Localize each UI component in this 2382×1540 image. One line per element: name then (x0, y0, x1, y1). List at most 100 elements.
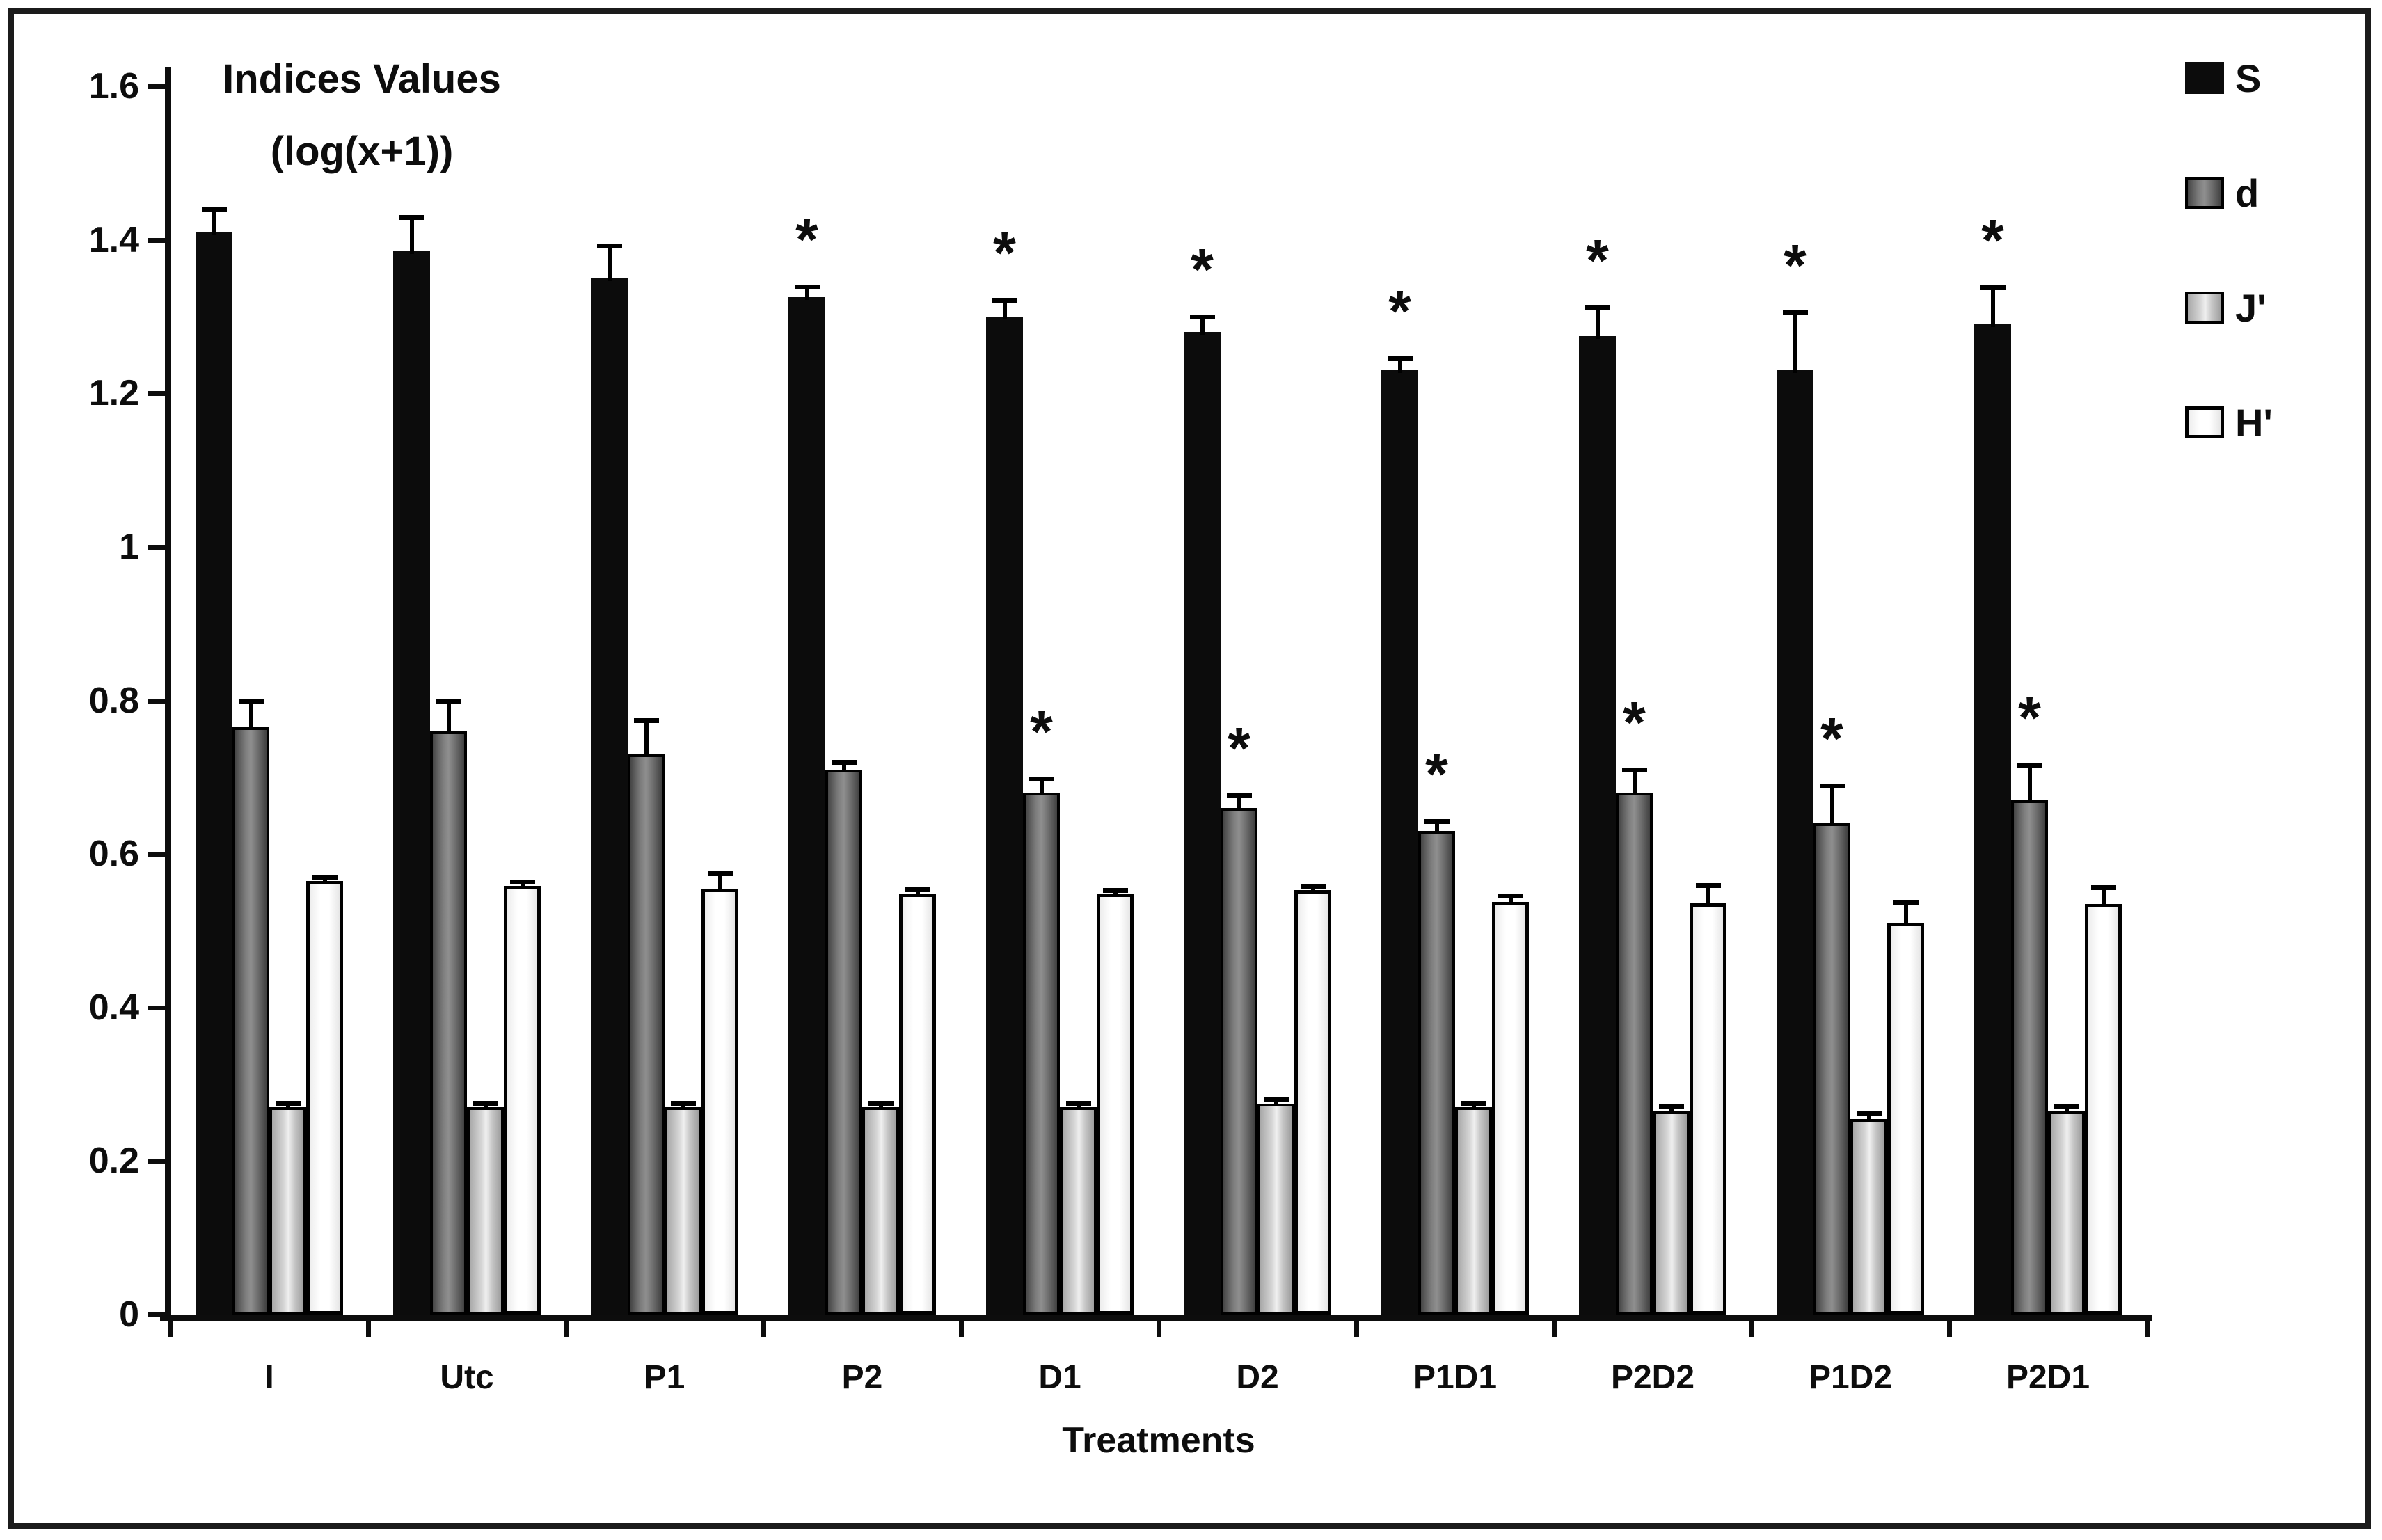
error-bar-stem (1632, 769, 1637, 795)
significance-asterisk: * (1623, 689, 1646, 755)
error-bar-cap (2054, 1104, 2079, 1110)
x-axis-title: Treatments (1062, 1420, 1255, 1461)
error-bar-stem (841, 761, 846, 772)
bar-H'-P1D2 (1887, 923, 1924, 1315)
bar-J'-P2 (862, 1107, 899, 1315)
chart-title: Indices Values (log(x+1)) (195, 43, 529, 188)
y-tick-label: 0.6 (88, 834, 139, 875)
legend-item-d: d (2185, 171, 2259, 215)
error-bar-stem (1793, 312, 1797, 374)
error-bar-cap (1856, 1110, 1882, 1116)
significance-asterisk: * (1425, 740, 1448, 807)
y-tick-label: 0.8 (88, 680, 139, 721)
bar-J'-P2D1 (2048, 1111, 2085, 1315)
error-bar-stem (1866, 1112, 1871, 1122)
bar-d-P1D2 (1813, 823, 1850, 1315)
error-bar-cap (1498, 893, 1523, 898)
bar-S-P1D1 (1381, 370, 1418, 1315)
error-bar-cap (1387, 356, 1413, 361)
bar-d-D2 (1221, 807, 1257, 1315)
error-bar-cap (1980, 285, 2006, 291)
legend-label: H' (2235, 400, 2273, 445)
error-bar-stem (681, 1102, 685, 1111)
error-bar-cap (1819, 783, 1845, 788)
y-tick (148, 84, 170, 89)
y-tick (148, 391, 170, 397)
bar-J'-Utc (467, 1107, 504, 1315)
error-bar-cap (1029, 777, 1054, 782)
legend-item-J': J' (2185, 286, 2266, 330)
legend-swatch-d-icon (2185, 177, 2224, 209)
x-tick (761, 1319, 766, 1337)
y-tick-label: 0 (119, 1294, 139, 1335)
error-bar-stem (409, 216, 414, 255)
bar-H'-I (306, 880, 343, 1315)
bar-H'-D1 (1097, 894, 1134, 1315)
bar-d-P2D1 (2011, 800, 2048, 1315)
significance-asterisk: * (1191, 236, 1214, 302)
bar-H'-P1D1 (1492, 901, 1529, 1315)
y-tick-label: 1 (119, 526, 139, 567)
error-bar-stem (607, 246, 612, 281)
significance-asterisk: * (1228, 715, 1250, 781)
legend-swatch-J'-icon (2185, 292, 2224, 324)
error-bar-cap (1263, 1097, 1289, 1102)
error-bar-stem (717, 873, 722, 891)
bar-H'-Utc (504, 886, 541, 1315)
significance-asterisk: * (1981, 207, 2004, 273)
significance-asterisk: * (2018, 685, 2041, 751)
error-bar-stem (2027, 765, 2032, 803)
bar-J'-D1 (1060, 1107, 1097, 1315)
error-bar-cap (1424, 818, 1450, 824)
x-category-label: P1D1 (1413, 1359, 1498, 1396)
bar-S-D1 (986, 316, 1023, 1315)
legend-swatch-H'-icon (2185, 406, 2224, 438)
bar-d-P2 (825, 769, 862, 1315)
significance-asterisk: * (1820, 705, 1843, 771)
y-tick-label: 1.4 (88, 219, 139, 260)
bar-S-I (196, 232, 232, 1315)
x-category-label: P2D1 (2006, 1359, 2090, 1396)
error-bar-cap (1189, 314, 1215, 319)
error-bar-cap (1621, 767, 1647, 772)
x-category-label: D2 (1236, 1359, 1279, 1396)
x-tick (366, 1319, 371, 1337)
x-category-label: P2 (841, 1359, 883, 1396)
bar-S-P1 (591, 278, 628, 1315)
error-bar-stem (285, 1102, 290, 1111)
y-tick (148, 698, 170, 704)
error-bar-cap (2017, 763, 2042, 768)
error-bar-cap (275, 1100, 301, 1106)
y-tick (148, 237, 170, 243)
legend-item-H': H' (2185, 400, 2273, 445)
error-bar-stem (322, 878, 327, 884)
error-bar-cap (238, 699, 264, 704)
x-category-label: Utc (440, 1359, 494, 1396)
x-tick (168, 1319, 173, 1337)
error-bar-stem (2101, 887, 2106, 907)
error-bar-cap (992, 297, 1017, 303)
error-bar-stem (1706, 885, 1710, 906)
significance-asterisk: * (795, 206, 818, 272)
bar-J'-P1 (665, 1107, 701, 1315)
bar-J'-P2D2 (1653, 1111, 1690, 1315)
legend-item-S: S (2185, 56, 2261, 100)
error-bar-stem (483, 1102, 488, 1111)
error-bar-cap (1065, 1100, 1091, 1106)
error-bar-cap (2090, 884, 2116, 890)
error-bar-cap (312, 875, 338, 881)
x-tick (959, 1319, 964, 1337)
error-bar-cap (399, 214, 424, 220)
error-bar-cap (1893, 899, 1919, 905)
legend-swatch-S-icon (2185, 62, 2224, 94)
bar-d-P1 (628, 754, 665, 1315)
error-bar-stem (1310, 886, 1315, 893)
y-tick-label: 0.4 (88, 987, 139, 1028)
bar-d-P1D1 (1418, 831, 1455, 1315)
x-category-label: P2D2 (1610, 1359, 1695, 1396)
x-tick (1354, 1319, 1359, 1337)
significance-asterisk: * (1784, 232, 1807, 299)
bar-S-P1D2 (1777, 370, 1813, 1315)
error-bar-cap (201, 207, 227, 212)
error-bar-stem (644, 720, 649, 757)
